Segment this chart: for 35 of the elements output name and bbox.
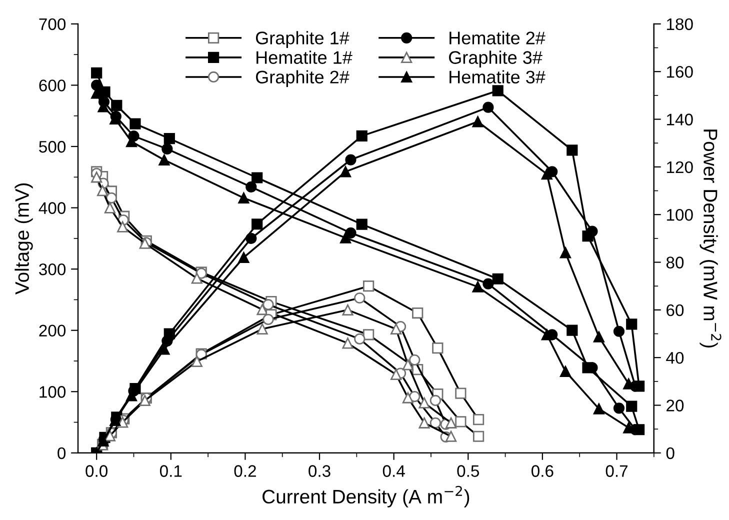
y2-tick-label: 160: [666, 66, 693, 78]
y2-tick-label: 180: [666, 18, 693, 30]
y-tick-label: 400: [38, 202, 66, 214]
y-tick-label: 700: [39, 18, 66, 30]
y-axis-title: Voltage (mV): [14, 183, 33, 295]
y2-axis-title: Power Density (mW m$^{−2}$): [700, 130, 722, 348]
x-tick-label: 0.1: [160, 465, 182, 477]
y2-tick-label: 140: [666, 114, 693, 126]
y2-tick-label: 0: [666, 447, 674, 460]
y-tick-label: 300: [39, 263, 66, 276]
y-tick-label: 600: [39, 80, 66, 92]
legend-label: Graphite 3#: [449, 50, 542, 68]
x-tick-label: 0.2: [234, 465, 256, 477]
x-tick-label: 0.0: [86, 465, 108, 477]
y2-tick-label: 120: [666, 161, 693, 174]
y-tick-label: 100: [40, 386, 66, 398]
y-tick-label: 200: [39, 324, 66, 337]
x-axis-title: Current Density (A m$^{−2}$): [262, 486, 470, 508]
legend-label: Hematite 2#: [450, 31, 546, 44]
y-tick-label: 500: [39, 140, 66, 153]
legend-label: Graphite 1#: [256, 31, 350, 48]
x-tick-label: 0.4: [382, 465, 405, 477]
y2-tick-label: 60: [666, 304, 684, 316]
x-tick-label: 0.7: [606, 465, 628, 477]
y2-tick-label: 20: [666, 400, 684, 412]
x-tick-label: 0.3: [308, 465, 330, 477]
legend-label: Hematite 3#: [450, 70, 546, 84]
y2-tick-label: 100: [666, 208, 693, 221]
y2-tick-label: 40: [666, 352, 684, 364]
y-tick-label: 0: [58, 447, 66, 460]
legend-label: Hematite 1#: [256, 50, 352, 64]
x-tick-label: 0.5: [457, 465, 480, 477]
y2-tick-label: 80: [666, 256, 684, 268]
legend-label: Graphite 2#: [256, 70, 350, 88]
x-tick-label: 0.6: [532, 465, 554, 477]
